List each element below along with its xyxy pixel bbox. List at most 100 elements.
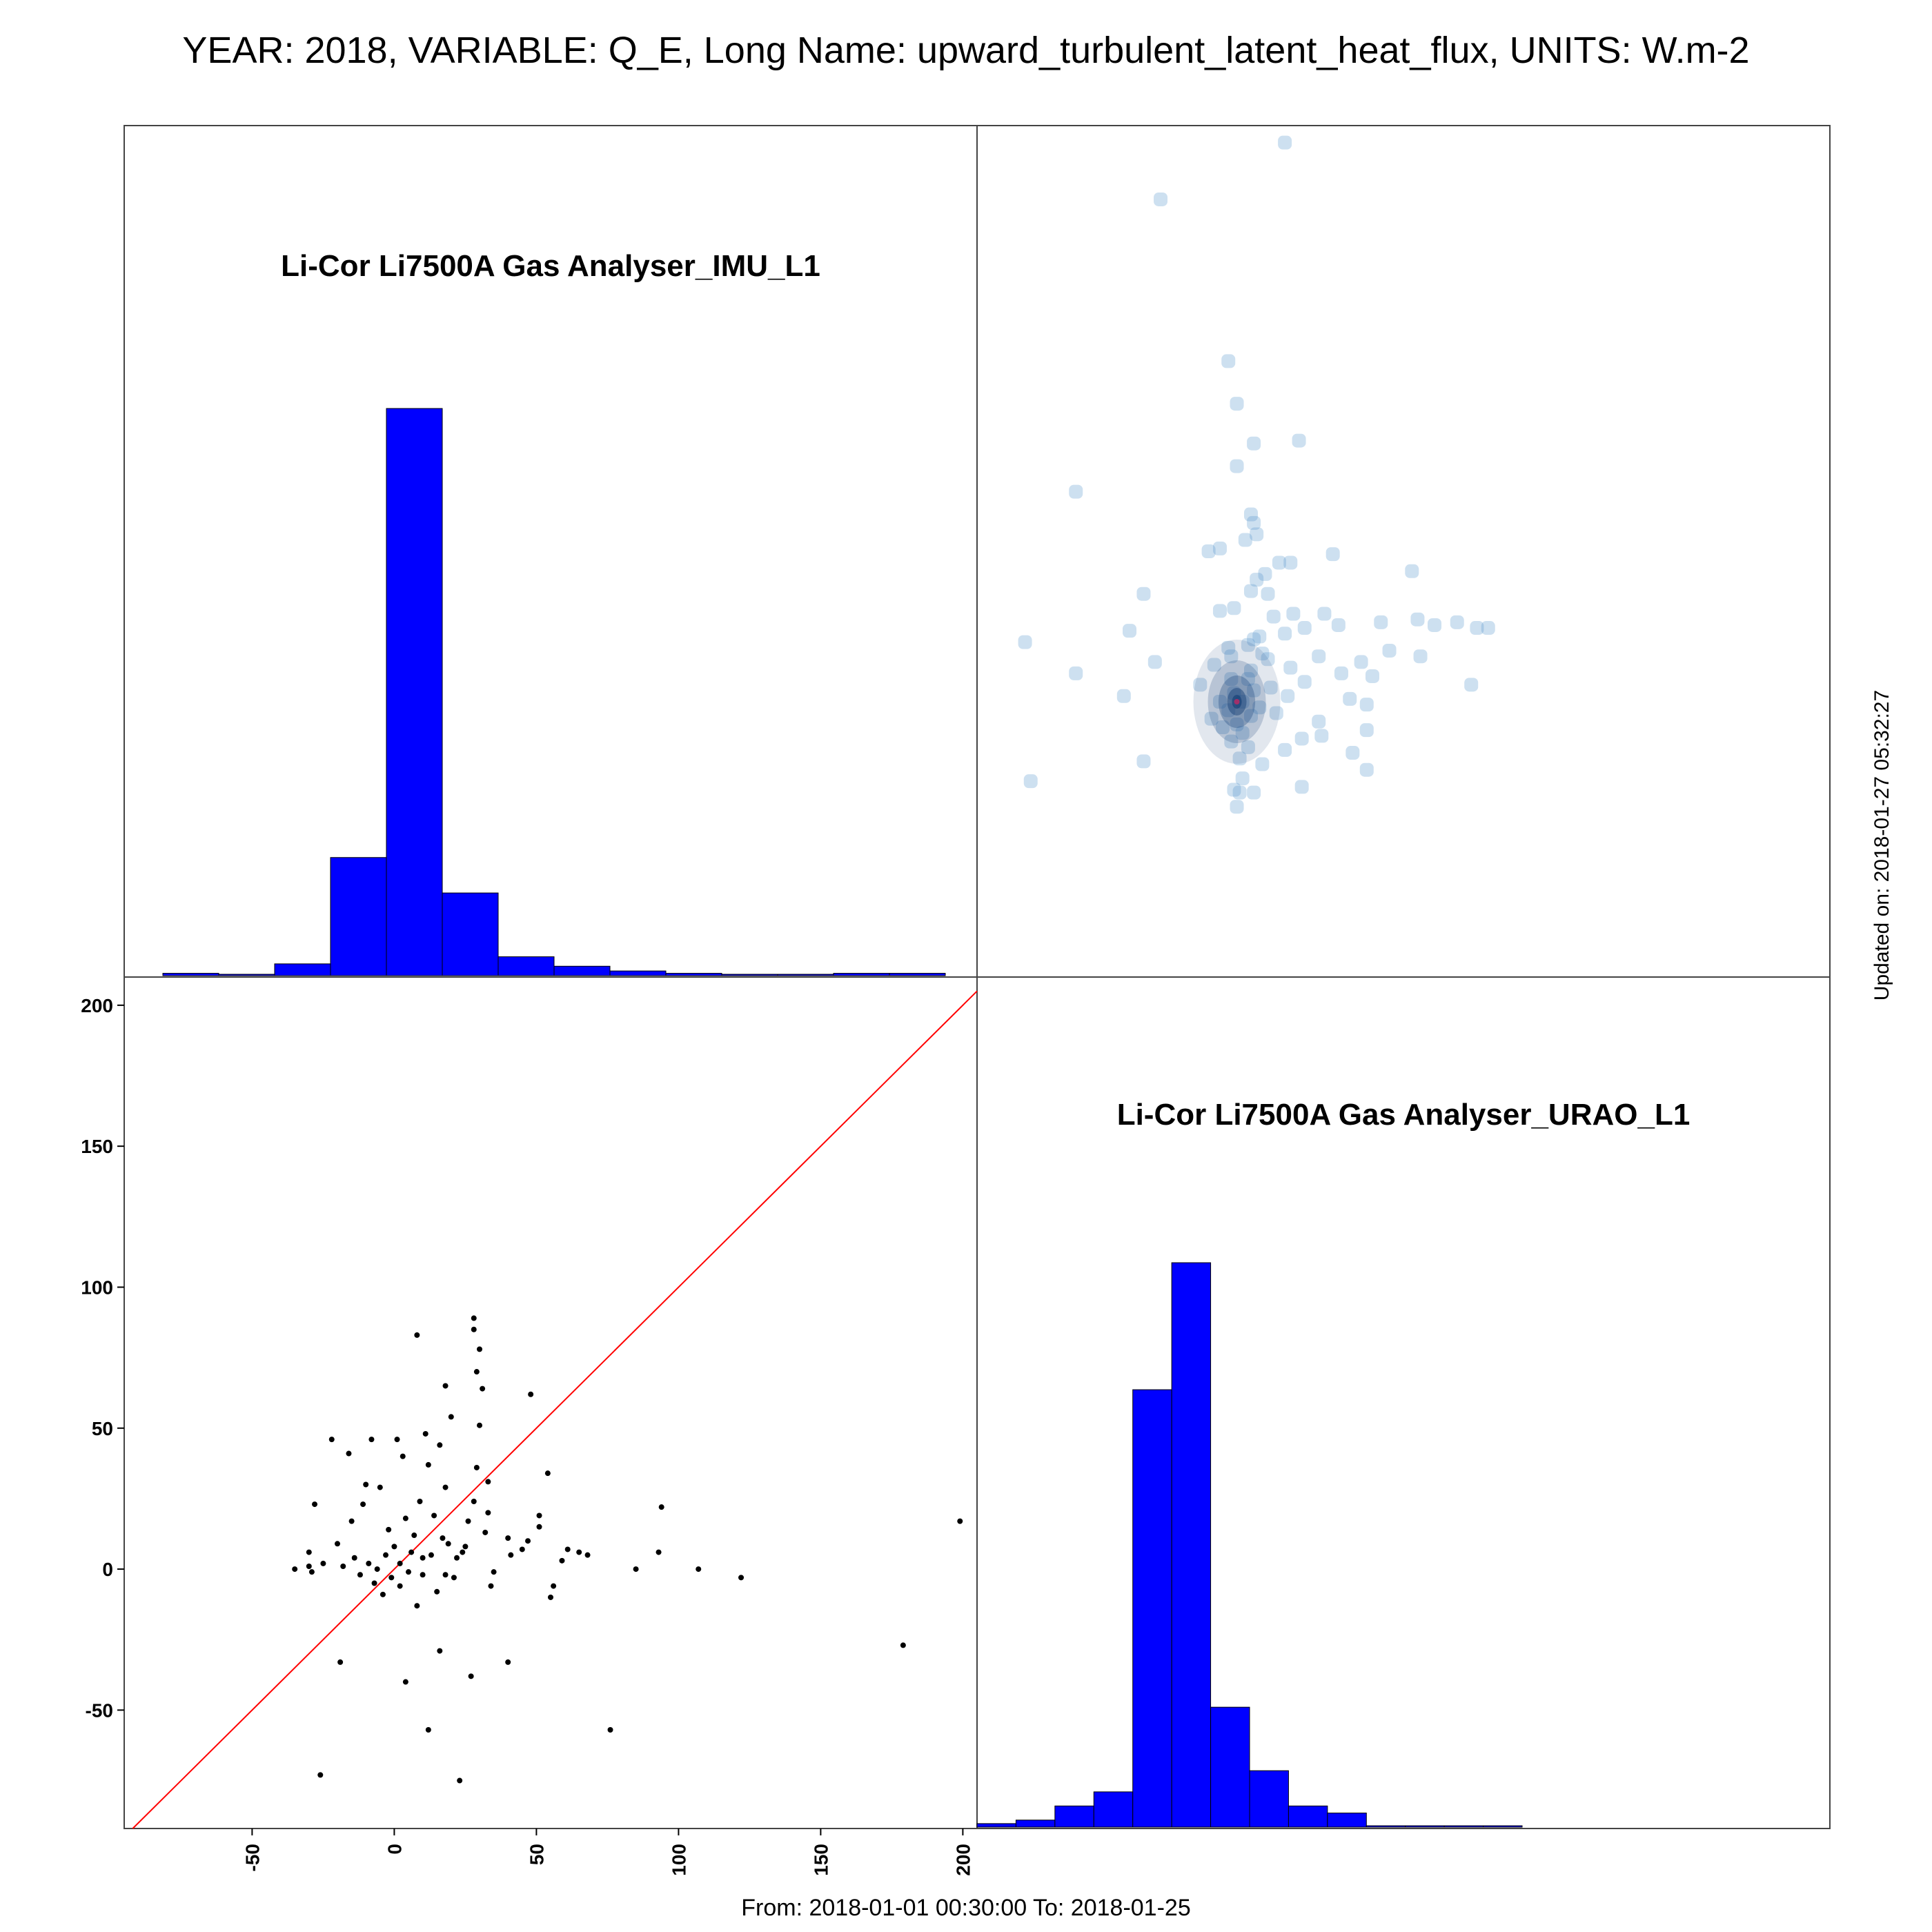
scatter-point (696, 1566, 702, 1573)
density-point (1212, 604, 1227, 618)
density-point (1283, 660, 1298, 675)
density-point (1410, 612, 1425, 627)
histogram-bar (1171, 1262, 1212, 1828)
scatter-point (477, 1422, 482, 1428)
scatter-point (397, 1560, 403, 1566)
scatter-point (528, 1391, 534, 1397)
histogram-bar (497, 956, 555, 976)
density-point (1331, 618, 1346, 632)
panel-title-urao: Li-Cor Li7500A Gas Analyser_URAO_L1 (1117, 1098, 1690, 1132)
scatter-point (457, 1777, 463, 1784)
histogram-bar (721, 974, 778, 976)
density-point (1204, 711, 1219, 726)
scatter-point (402, 1515, 408, 1521)
scatter-point (335, 1541, 340, 1547)
y-tick-label: 100 (81, 1276, 113, 1298)
histogram-bar (889, 973, 946, 976)
scatter-point (371, 1580, 377, 1586)
density-point (1413, 649, 1428, 664)
density-point (1136, 754, 1151, 769)
scatter-point (448, 1414, 454, 1420)
histogram-bar (1327, 1813, 1367, 1828)
density-point (1201, 544, 1216, 558)
density-point (1297, 621, 1312, 635)
scatter-point (308, 1569, 315, 1575)
date-range-footer: From: 2018-01-01 00:30:00 To: 2018-01-25 (741, 1895, 1191, 1921)
density-point (1238, 533, 1252, 547)
scatter-point (656, 1549, 662, 1555)
density-point (1018, 635, 1032, 649)
scatter-point (473, 1464, 480, 1470)
scatter-point (431, 1512, 437, 1519)
y-tick-label: 200 (81, 995, 113, 1016)
scatter-point (442, 1383, 448, 1389)
scatter-point (505, 1535, 511, 1541)
density-point (1312, 714, 1326, 729)
density-point (1354, 655, 1368, 669)
density-point (1428, 618, 1442, 632)
density-point (1312, 649, 1326, 664)
scatter-point (320, 1560, 326, 1566)
density-point (1230, 800, 1244, 814)
scatter-point (491, 1569, 497, 1575)
density-scatter (1018, 135, 1495, 814)
scatter-point (383, 1552, 389, 1558)
density-point (1470, 621, 1484, 635)
scatter-point (480, 1386, 486, 1392)
scatter-point (374, 1566, 380, 1573)
density-point (1374, 615, 1388, 629)
scatter-point (508, 1552, 514, 1558)
density-point (1272, 555, 1286, 570)
scatter-point (357, 1572, 363, 1578)
density-point (1481, 621, 1495, 635)
density-point (1230, 717, 1244, 731)
scatter-point (437, 1442, 443, 1448)
density-point (1359, 762, 1374, 777)
scatter-point (454, 1555, 460, 1561)
scatter-point (482, 1529, 489, 1535)
scatter-point (548, 1594, 553, 1600)
scatter-point (408, 1549, 415, 1555)
density-point (1069, 666, 1083, 680)
scatter-point (900, 1642, 906, 1648)
scatter-point (437, 1648, 443, 1654)
scatter-point (442, 1484, 448, 1490)
histogram-bar (218, 974, 275, 976)
scatter-point (451, 1575, 457, 1581)
scatter-point (420, 1555, 426, 1561)
density-point (1227, 782, 1241, 797)
histogram-bar (1288, 1805, 1328, 1828)
density-point (1207, 658, 1221, 672)
density-point (1230, 459, 1244, 473)
density-point (1286, 607, 1301, 621)
scatter-point (363, 1481, 369, 1488)
scatter-point (425, 1461, 431, 1468)
density-point (1258, 566, 1272, 581)
histogram-bar (1054, 1805, 1094, 1828)
scatter-point (536, 1524, 542, 1530)
scatter-point (471, 1499, 477, 1505)
scatter-point (738, 1575, 745, 1581)
density-point (1221, 640, 1236, 655)
density-point (1278, 627, 1292, 641)
scatter-point (391, 1544, 397, 1550)
density-point (1154, 192, 1168, 206)
histogram-bar (386, 408, 443, 976)
density-point (1252, 629, 1267, 644)
scatter-point (471, 1315, 477, 1321)
density-point (1250, 573, 1264, 587)
histogram-bar (442, 892, 499, 976)
scatter-point (460, 1549, 466, 1555)
scatter-point (306, 1549, 312, 1555)
scatter-point (551, 1583, 557, 1589)
scatter-point (633, 1566, 639, 1573)
scatter-plot (132, 990, 978, 1829)
histogram-urao (976, 1262, 1523, 1828)
scatter-point (440, 1535, 446, 1541)
identity-line (132, 990, 978, 1829)
density-point (1241, 672, 1255, 687)
density-point (1247, 632, 1261, 647)
density-point (1405, 564, 1419, 578)
x-tick-label: -50 (241, 1844, 263, 1871)
scatter-point (402, 1679, 408, 1685)
